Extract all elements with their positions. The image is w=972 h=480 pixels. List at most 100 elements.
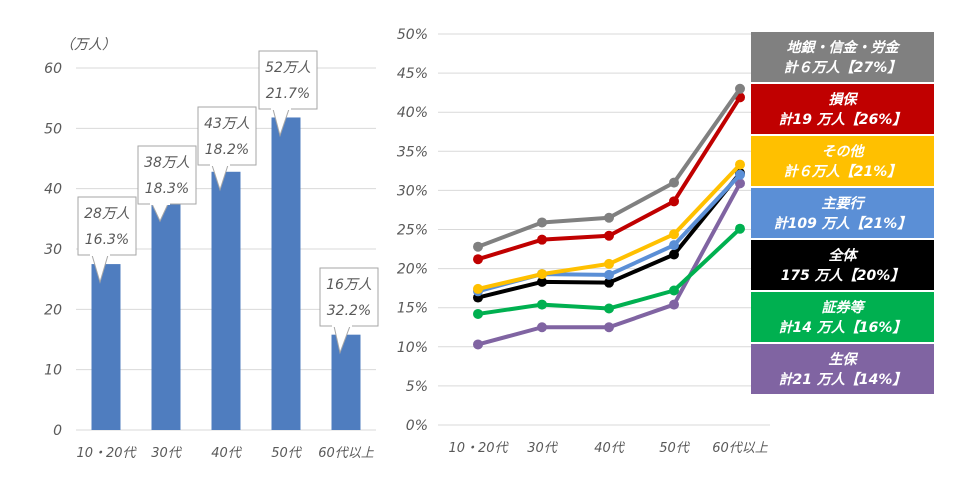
callout-joint — [210, 164, 230, 166]
series-point — [669, 249, 679, 260]
bar-y-tick-label: 20 — [44, 302, 62, 318]
line-y-tick-label: 10% — [397, 340, 428, 356]
series-point — [604, 269, 614, 280]
series-point — [669, 196, 679, 207]
callout-percent: 21.7% — [266, 86, 310, 102]
line-y-tick-label: 5% — [406, 379, 428, 395]
line-x-tick-label: 10・20代 — [448, 441, 509, 456]
series-point — [604, 277, 614, 288]
callout-box — [197, 106, 257, 166]
callout-joint — [332, 325, 352, 327]
bar-chart-callouts: 28万人 16.3% 38万人 18.3% 43万人 18.2% 52万人 21.7% 16万人… — [77, 50, 379, 355]
callout-joint — [90, 254, 110, 256]
callout-count: 38万人 — [144, 155, 190, 171]
legend-item: 全体 175 万人【20%】 — [751, 240, 934, 290]
bar-x-tick-label: 50代 — [271, 446, 303, 461]
series-point — [735, 83, 745, 94]
series-point — [669, 229, 679, 240]
bar-chart-bars — [91, 117, 361, 431]
legend-swatch — [751, 136, 934, 186]
bar-chart-x-axis: 10・20代 30代 40代 50代 60代以上 — [76, 446, 374, 461]
bar-x-tick-label: 40代 — [211, 446, 243, 461]
series-point — [669, 240, 679, 251]
series-5 — [473, 223, 745, 319]
line-y-tick-label: 25% — [397, 223, 428, 239]
series-point — [537, 269, 547, 280]
series-point — [537, 217, 547, 228]
series-point — [604, 303, 614, 314]
bar-callout: 38万人 18.3% — [137, 145, 197, 223]
bar-chart-unit-label: （万人） — [60, 37, 116, 53]
line-chart-series — [473, 83, 745, 350]
series-point — [669, 177, 679, 188]
legend-name: 地銀・信金・労金 — [787, 39, 902, 56]
callout-count: 16万人 — [326, 277, 372, 293]
bar-x-tick-label: 30代 — [151, 446, 183, 461]
bar-callout: 16万人 32.2% — [319, 267, 379, 355]
bar-x-tick-label: 60代以上 — [318, 446, 375, 461]
callout-percent: 18.3% — [145, 181, 189, 197]
legend-total: 計21 万人【14%】 — [779, 371, 907, 388]
legend-total: 計14 万人【16%】 — [779, 319, 907, 336]
callout-count: 28万人 — [84, 206, 130, 222]
legend-swatch — [751, 84, 934, 134]
legend-name: 生保 — [829, 351, 859, 368]
bar-y-tick-label: 10 — [44, 363, 62, 379]
line-chart-ratio-by-sector: 0% 5% 10% 15% 20% 25% 30% 35% 40% 45% 50% 10・20代 30… — [397, 27, 934, 456]
legend-swatch — [751, 292, 934, 342]
legend-name: 証券等 — [822, 299, 867, 316]
series-point — [473, 241, 483, 252]
legend-name: 損保 — [829, 91, 859, 108]
series-point — [735, 178, 745, 189]
bar-chart-age-distribution: （万人） 0 10 20 30 40 50 60 28万人 16.3% 38万人 18.3% 43万… — [44, 37, 379, 461]
legend-total: 計19 万人【26%】 — [779, 111, 907, 128]
callout-percent: 18.2% — [205, 142, 249, 158]
callout-box — [137, 145, 197, 205]
series-0 — [473, 83, 745, 252]
bar — [271, 117, 301, 431]
callout-box — [258, 50, 318, 110]
line-y-tick-label: 45% — [397, 66, 428, 82]
series-point — [669, 299, 679, 310]
series-2 — [473, 159, 745, 294]
legend-total: 計６万人【27%】 — [784, 59, 902, 76]
series-point — [604, 212, 614, 223]
series-point — [604, 230, 614, 241]
callout-count: 43万人 — [204, 116, 250, 132]
callout-percent: 32.2% — [327, 303, 371, 319]
bar-chart-y-axis: 0 10 20 30 40 50 60 — [44, 61, 62, 439]
series-point — [735, 159, 745, 170]
series-point — [604, 322, 614, 333]
line-y-tick-label: 30% — [397, 183, 428, 199]
line-y-tick-label: 20% — [397, 262, 428, 278]
series-6 — [473, 178, 745, 350]
series-point — [473, 308, 483, 319]
callout-joint — [150, 203, 170, 205]
line-x-tick-label: 60代以上 — [712, 441, 769, 456]
bar-x-tick-label: 10・20代 — [76, 446, 137, 461]
bar-callout: 28万人 16.3% — [77, 196, 137, 284]
line-y-tick-label: 0% — [406, 418, 428, 434]
legend-total: 計６万人【21%】 — [784, 163, 902, 180]
bar-y-tick-label: 50 — [44, 121, 62, 137]
legend-name: 主要行 — [822, 195, 867, 212]
line-chart-gridlines — [438, 33, 770, 426]
line-x-tick-label: 30代 — [527, 441, 559, 456]
line-y-tick-label: 15% — [397, 301, 428, 317]
line-x-tick-label: 50代 — [659, 441, 691, 456]
line-y-tick-label: 40% — [397, 105, 428, 121]
series-point — [735, 223, 745, 234]
series-point — [537, 299, 547, 310]
callout-box — [77, 196, 137, 256]
line-x-tick-label: 40代 — [594, 441, 626, 456]
bar — [211, 171, 241, 431]
series-point — [473, 339, 483, 350]
series-point — [537, 276, 547, 287]
series-point — [473, 254, 483, 265]
line-y-tick-label: 35% — [397, 144, 428, 160]
